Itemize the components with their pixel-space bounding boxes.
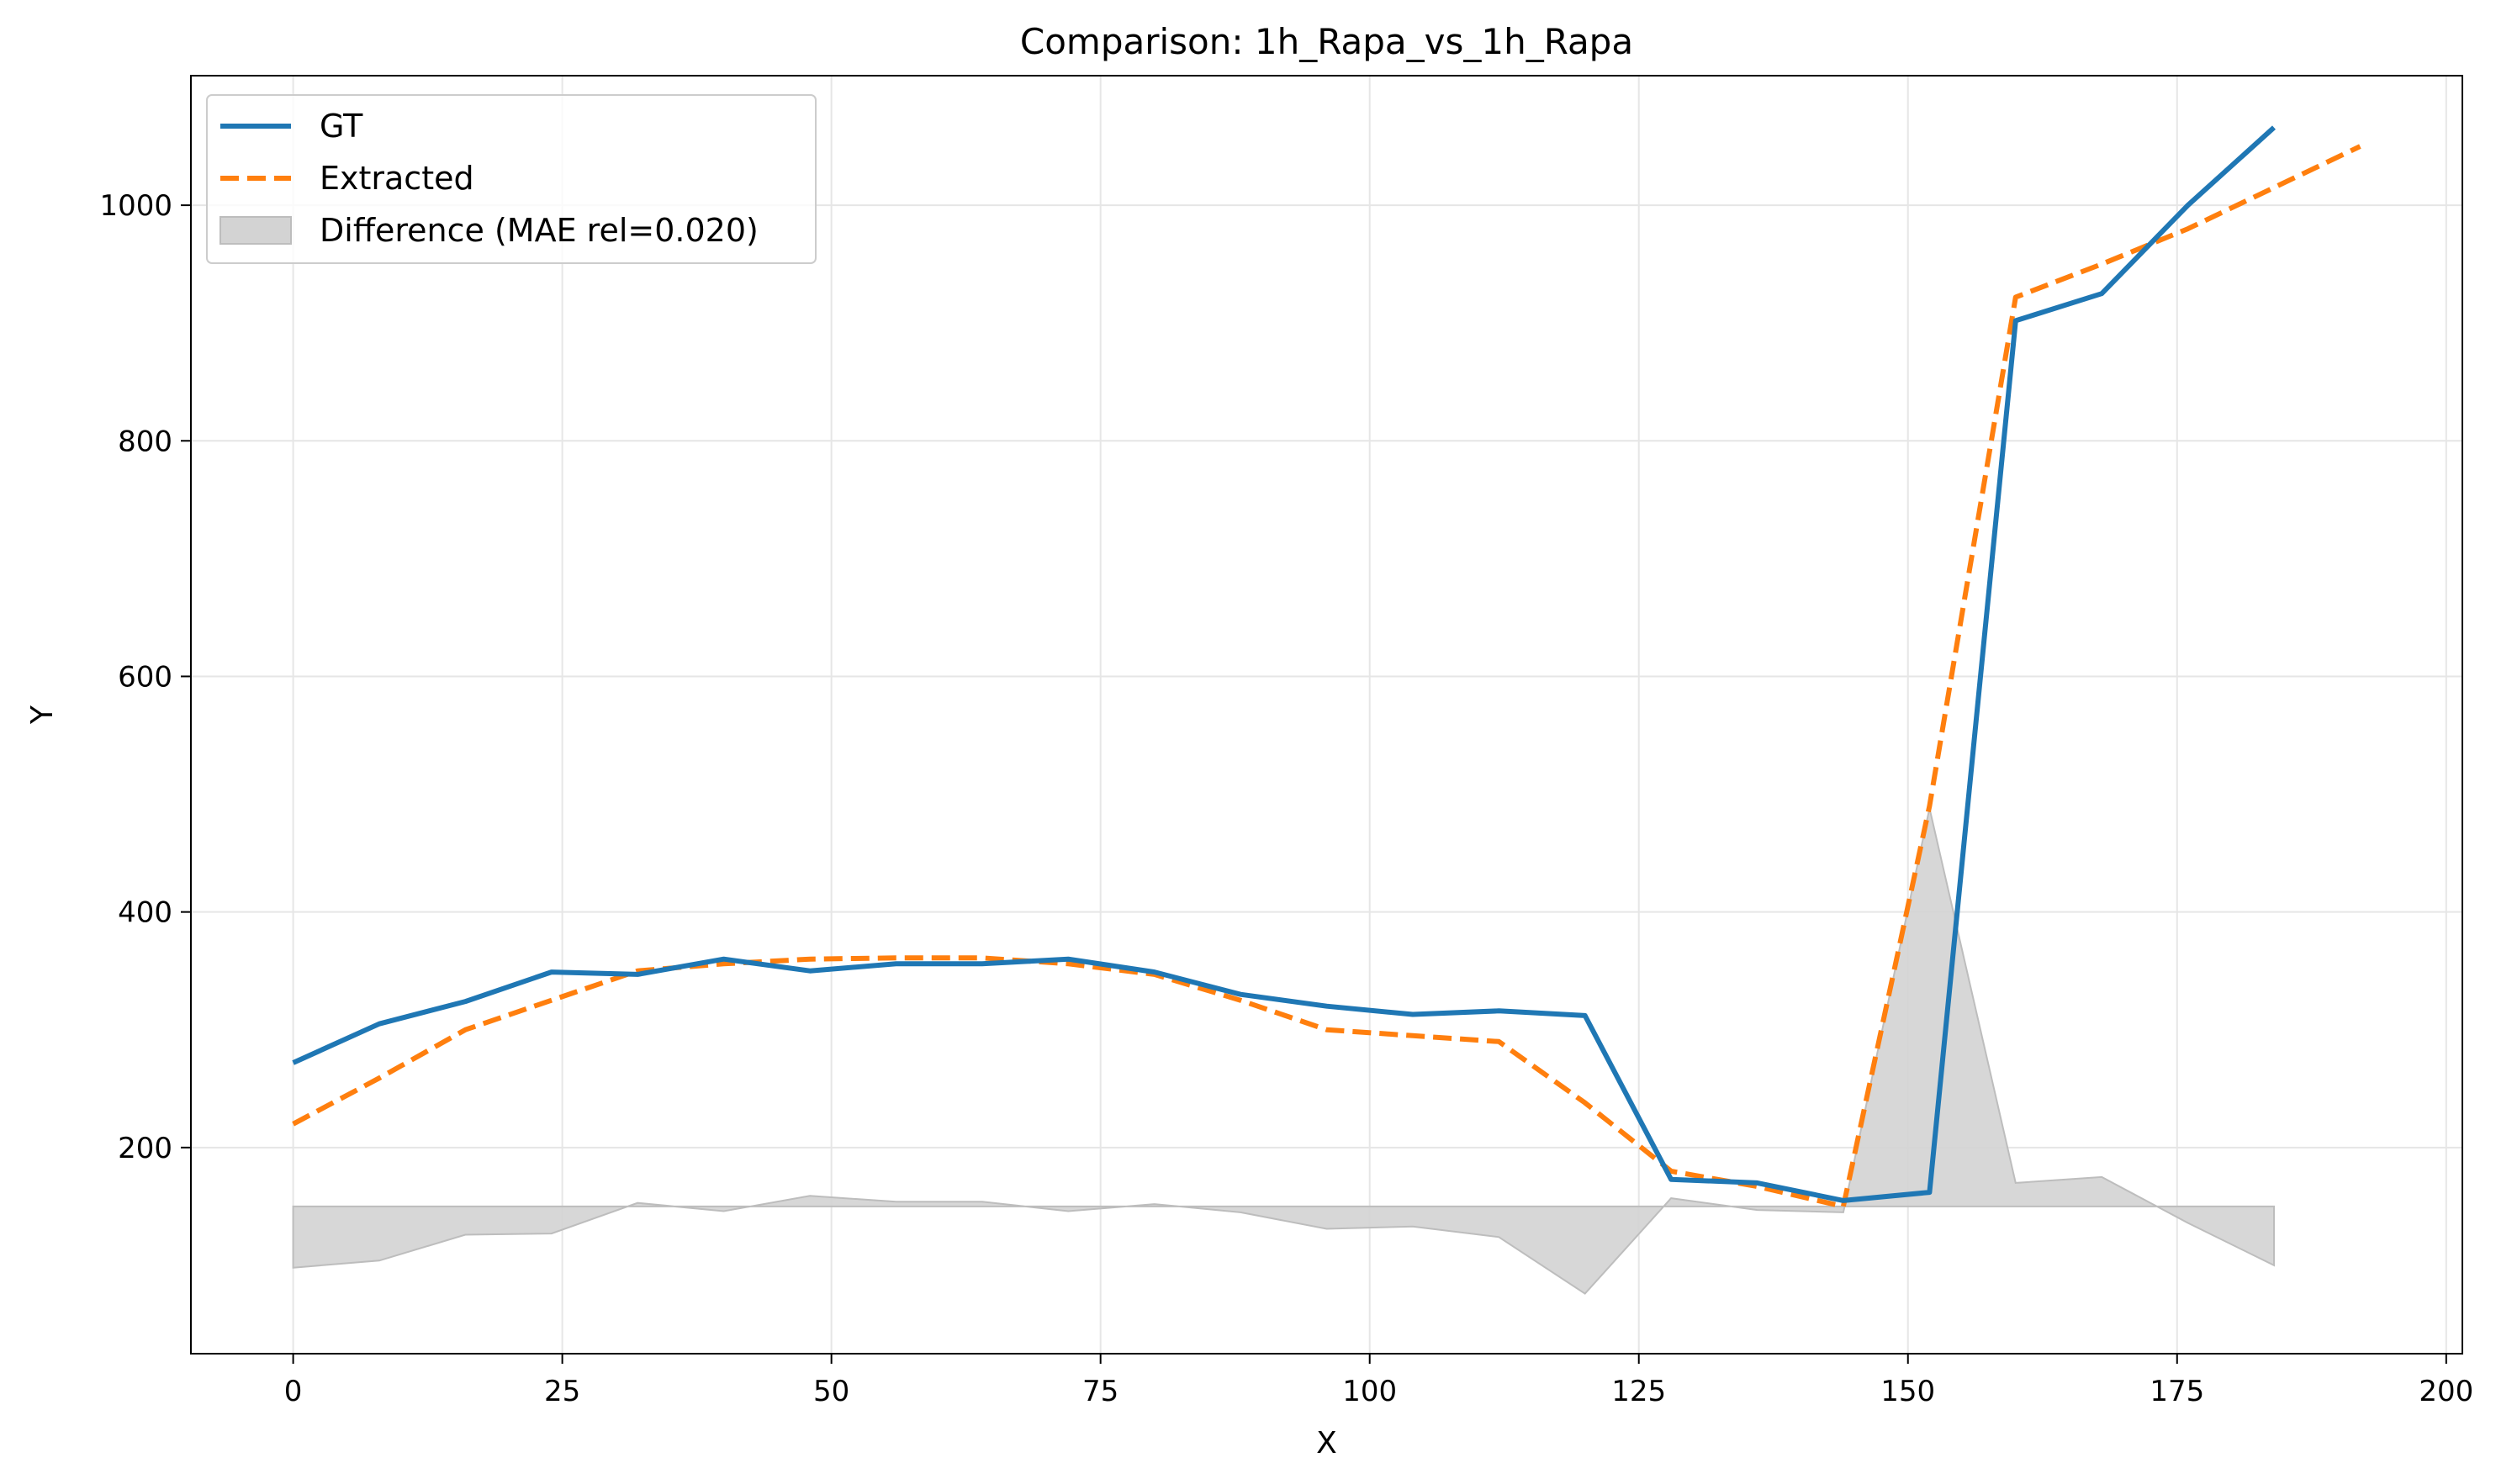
legend-label-difference: Difference (MAE rel=0.020) — [320, 212, 759, 249]
extracted-series-line — [292, 144, 2361, 1209]
legend-box — [206, 94, 817, 264]
y-tick-label: 200 — [118, 1132, 172, 1165]
difference-area-layer — [292, 808, 2275, 1295]
x-tick-label: 200 — [2419, 1375, 2473, 1408]
x-tick-label: 125 — [1611, 1375, 1666, 1408]
chart-title: Comparison: 1h_Rapa_vs_1h_Rapa — [1020, 21, 1633, 62]
x-tick-label: 0 — [284, 1375, 303, 1408]
y-tick-label: 600 — [118, 660, 172, 694]
plot-area-frame — [190, 75, 2463, 1355]
grid-lines — [191, 76, 2462, 1354]
x-tick-label: 75 — [1082, 1375, 1118, 1408]
x-axis-label: X — [1316, 1426, 1337, 1460]
legend-swatch-difference — [219, 216, 292, 245]
y-tick-label: 400 — [118, 896, 172, 930]
x-tick-label: 100 — [1342, 1375, 1397, 1408]
y-tick-label: 800 — [118, 425, 172, 458]
x-tick-label: 175 — [2150, 1375, 2204, 1408]
x-tick-label: 25 — [544, 1375, 580, 1408]
axis-ticks: 0 25 50 75 100 125 150 175 200 200 400 600 800 1000 — [99, 189, 2473, 1408]
legend: GT Extracted Difference (MAE rel=0.020) — [206, 94, 817, 264]
y-axis-label: Y — [25, 705, 60, 725]
legend-label-gt: GT — [320, 108, 363, 145]
x-tick-label: 150 — [1880, 1375, 1935, 1408]
difference-area — [292, 808, 2275, 1295]
legend-label-extracted: Extracted — [320, 160, 474, 197]
x-tick-label: 50 — [813, 1375, 849, 1408]
gt-series-line — [292, 125, 2277, 1203]
y-tick-label: 1000 — [99, 189, 172, 223]
series-lines-layer — [292, 125, 2361, 1209]
